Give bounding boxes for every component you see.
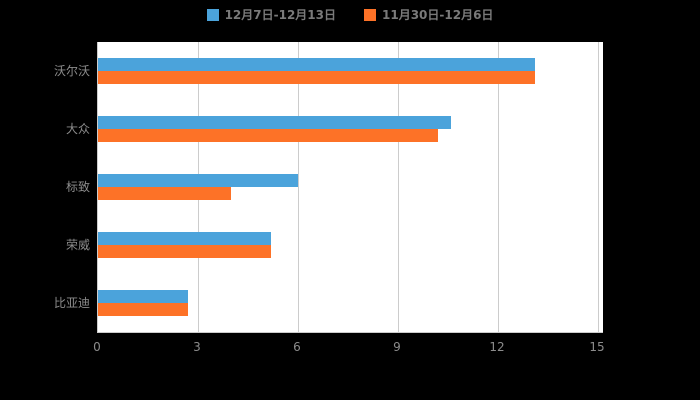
bar-沃尔沃-series1[interactable] (98, 71, 535, 84)
y-axis-label: 大众 (65, 122, 90, 136)
x-axis-label: 9 (393, 340, 401, 354)
bar-比亚迪-series0[interactable] (98, 290, 188, 303)
gridline (298, 42, 299, 332)
gridline (398, 42, 399, 332)
legend-swatch (364, 9, 376, 21)
y-axis-label: 荣威 (65, 238, 90, 252)
bar-标致-series1[interactable] (98, 187, 232, 200)
bar-比亚迪-series1[interactable] (98, 303, 188, 316)
x-axis-label: 3 (193, 340, 201, 354)
bar-大众-series0[interactable] (98, 116, 452, 129)
gridline (598, 42, 599, 332)
x-axis-label: 15 (589, 340, 605, 354)
bar-大众-series1[interactable] (98, 129, 438, 142)
bar-标致-series0[interactable] (98, 174, 298, 187)
gridline (498, 42, 499, 332)
legend-label: 11月30日-12月6日 (382, 8, 494, 22)
legend-item-1[interactable]: 11月30日-12月6日 (364, 8, 493, 22)
bar-沃尔沃-series0[interactable] (98, 58, 535, 71)
x-axis-label: 6 (293, 340, 301, 354)
y-axis-label: 沃尔沃 (53, 64, 90, 78)
x-axis-label: 0 (93, 340, 101, 354)
y-axis-label: 比亚迪 (53, 296, 90, 310)
legend-label: 12月7日-12月13日 (224, 8, 336, 22)
x-axis-label: 12 (489, 340, 505, 354)
plot-area (97, 42, 603, 333)
legend-swatch (206, 9, 219, 21)
legend: 12月7日-12月13日 11月30日-12月6日 (0, 8, 700, 22)
legend-item-0[interactable]: 12月7日-12月13日 (206, 8, 336, 22)
bar-荣威-series0[interactable] (98, 232, 272, 245)
bar-荣威-series1[interactable] (98, 245, 272, 258)
y-axis-label: 标致 (65, 180, 90, 194)
